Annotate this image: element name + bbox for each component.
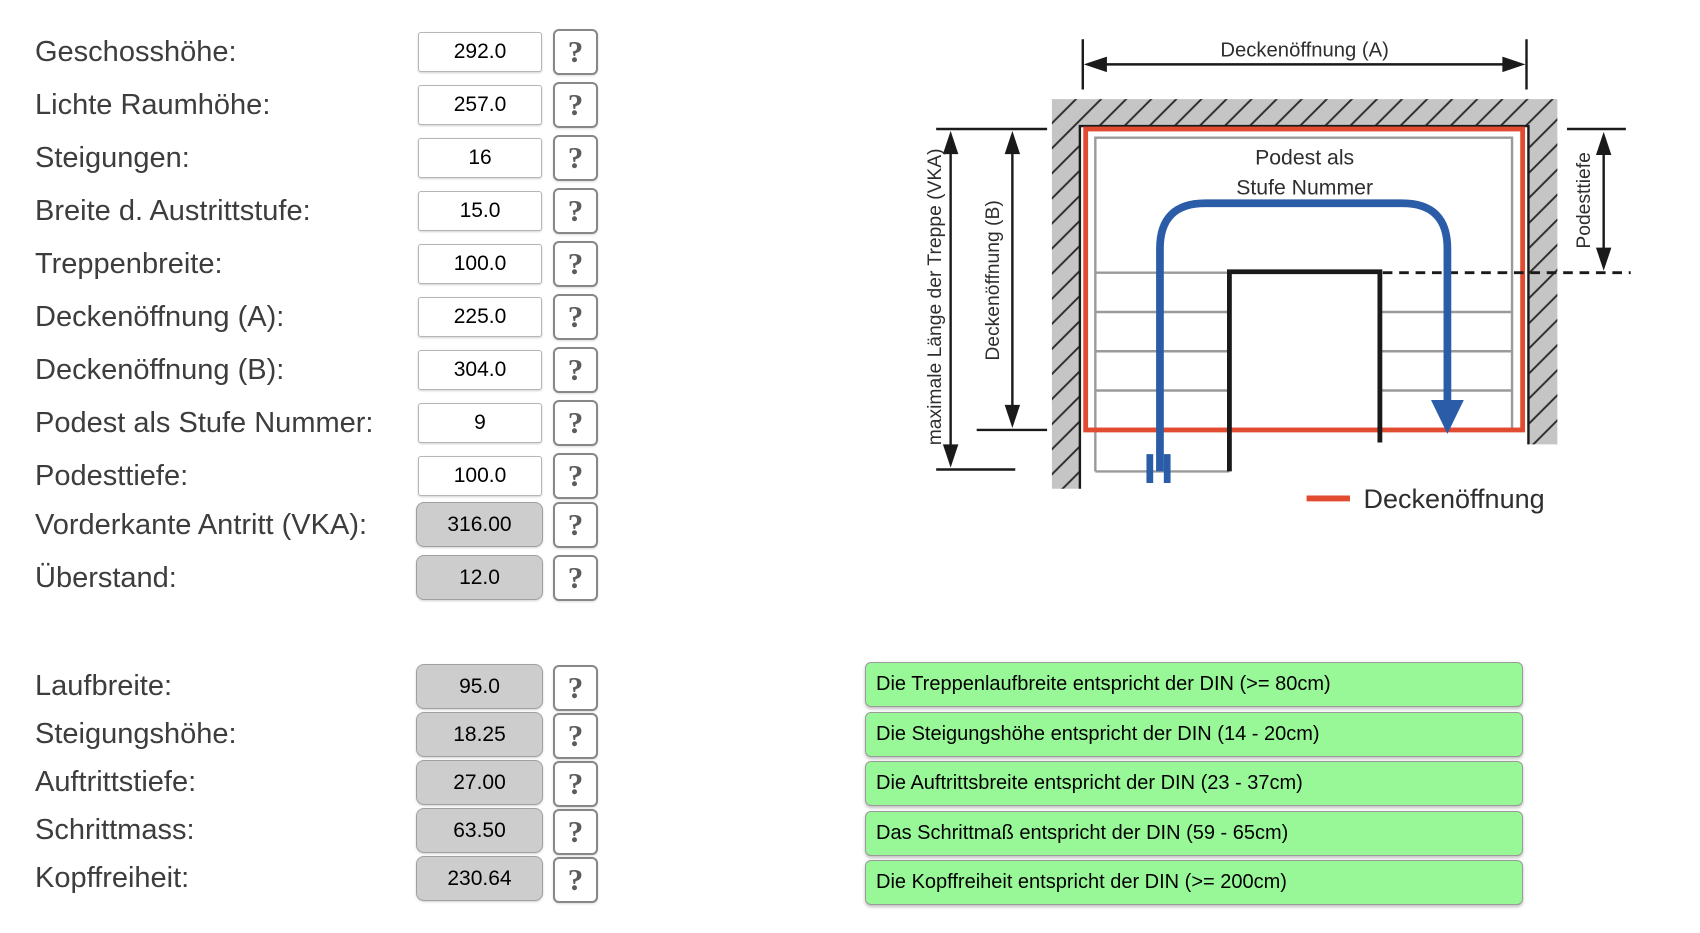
input-treppenbreite[interactable] — [418, 244, 542, 284]
field-label-schrittmass: Schrittmass: — [35, 814, 195, 846]
output-kopffreiheit — [416, 856, 543, 901]
output-auftrittstiefe — [416, 760, 543, 805]
svg-text:Deckenöffnung (B): Deckenöffnung (B) — [983, 200, 1004, 360]
field-label-laufbreite: Laufbreite: — [35, 670, 173, 702]
wall-inner-edge — [1078, 124, 1530, 489]
help-button-deckenoeffnung-b[interactable]: ? — [553, 347, 598, 393]
dimension-deckenoeffnung-b: Deckenöffnung (B) — [976, 130, 1048, 432]
status-message-steigungshoehe: Die Steigungshöhe entspricht der DIN (14… — [865, 712, 1523, 757]
input-podesttiefe[interactable] — [418, 456, 542, 496]
walk-line — [1146, 199, 1464, 484]
field-label-steigungshoehe: Steigungshöhe: — [35, 718, 237, 750]
podest-caption: Podest als Stufe Nummer — [1236, 147, 1373, 200]
field-label-deckenoeffnung-b: Deckenöffnung (B): — [35, 354, 285, 386]
help-button-kopffreiheit[interactable]: ? — [553, 857, 598, 903]
svg-text:Stufe Nummer: Stufe Nummer — [1236, 177, 1373, 200]
input-deckenoeffnung-a[interactable] — [418, 297, 542, 337]
input-podest-stufe-nummer[interactable] — [418, 403, 542, 443]
field-label-ueberstand: Überstand: — [35, 562, 177, 594]
help-button-auftrittstiefe[interactable]: ? — [553, 761, 598, 807]
help-button-steigungshoehe[interactable]: ? — [553, 713, 598, 759]
help-button-deckenoeffnung-a[interactable]: ? — [553, 294, 598, 340]
input-lichte-raumhoehe[interactable] — [418, 85, 542, 125]
field-label-lichte-raumhoehe: Lichte Raumhöhe: — [35, 89, 271, 121]
input-geschosshoehe[interactable] — [418, 32, 542, 72]
svg-text:maximale Länge der Treppe (VKA: maximale Länge der Treppe (VKA) — [925, 148, 946, 445]
output-ueberstand — [416, 555, 543, 600]
svg-text:Deckenöffnung (A): Deckenöffnung (A) — [1220, 40, 1388, 62]
output-steigungshoehe — [416, 712, 543, 757]
staircase-plan-diagram: Deckenöffnung (A) maximale Länge der Tre… — [925, 39, 1631, 514]
svg-text:Podest als: Podest als — [1255, 147, 1354, 170]
output-schrittmass — [416, 808, 543, 853]
status-message-laufbreite: Die Treppenlaufbreite entspricht der DIN… — [865, 662, 1523, 707]
dimension-podesttiefe: Podesttiefe — [1567, 127, 1626, 271]
status-message-auftrittsbreite: Die Auftrittsbreite entspricht der DIN (… — [865, 761, 1523, 806]
field-label-treppenbreite: Treppenbreite: — [35, 248, 223, 280]
help-button-breite-austrittstufe[interactable]: ? — [553, 188, 598, 234]
output-laufbreite — [416, 664, 543, 709]
field-label-auftrittstiefe: Auftrittstiefe: — [35, 766, 197, 798]
help-button-lichte-raumhoehe[interactable]: ? — [553, 82, 598, 128]
svg-text:Deckenöffnung: Deckenöffnung — [1363, 484, 1544, 514]
help-button-geschosshoehe[interactable]: ? — [553, 29, 598, 75]
dimension-max-laenge-vka: maximale Länge der Treppe (VKA) — [925, 127, 1048, 471]
help-button-laufbreite[interactable]: ? — [553, 665, 598, 711]
field-label-breite-austrittstufe: Breite d. Austrittstufe: — [35, 195, 311, 227]
field-label-geschosshoehe: Geschosshöhe: — [35, 36, 237, 68]
status-message-schrittmass: Das Schrittmaß entspricht der DIN (59 - … — [865, 811, 1523, 856]
field-label-vorderkante-antritt: Vorderkante Antritt (VKA): — [35, 509, 368, 541]
output-vorderkante-antritt — [416, 502, 543, 547]
help-button-podest-stufe-nummer[interactable]: ? — [553, 400, 598, 446]
help-button-steigungen[interactable]: ? — [553, 135, 598, 181]
svg-text:Podesttiefe: Podesttiefe — [1574, 152, 1595, 248]
help-button-schrittmass[interactable]: ? — [553, 809, 598, 855]
stair-well-outline — [1226, 269, 1383, 472]
ceiling-opening-red-outline — [1083, 126, 1526, 433]
status-message-kopffreiheit: Die Kopffreiheit entspricht der DIN (>= … — [865, 860, 1523, 905]
dimension-deckenoeffnung-a: Deckenöffnung (A) — [1081, 39, 1528, 90]
walk-line-start-marker — [1146, 454, 1171, 484]
help-button-podesttiefe[interactable]: ? — [553, 453, 598, 499]
help-button-treppenbreite[interactable]: ? — [553, 241, 598, 287]
help-button-vorderkante-antritt[interactable]: ? — [553, 502, 598, 548]
field-label-deckenoeffnung-a: Deckenöffnung (A): — [35, 301, 285, 333]
field-label-steigungen: Steigungen: — [35, 142, 190, 174]
field-label-kopffreiheit: Kopffreiheit: — [35, 862, 190, 894]
input-steigungen[interactable] — [418, 138, 542, 178]
legend-deckenoeffnung: Deckenöffnung — [1306, 484, 1545, 514]
field-label-podest-stufe-nummer: Podest als Stufe Nummer: — [35, 407, 374, 439]
input-deckenoeffnung-b[interactable] — [418, 350, 542, 390]
field-label-podesttiefe: Podesttiefe: — [35, 460, 189, 492]
input-breite-austrittstufe[interactable] — [418, 191, 542, 231]
help-button-ueberstand[interactable]: ? — [553, 555, 598, 601]
walk-line-arrowhead — [1431, 400, 1464, 434]
